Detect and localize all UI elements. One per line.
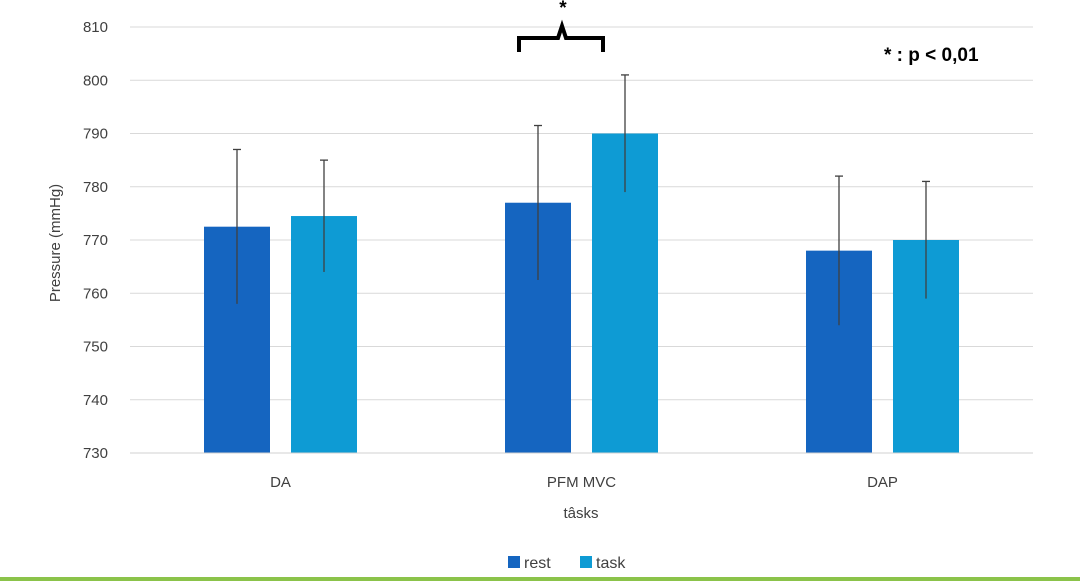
legend-label-rest: rest xyxy=(524,555,551,572)
y-tick-label: 740 xyxy=(83,392,108,409)
bars xyxy=(204,133,959,453)
significance-brace xyxy=(517,19,605,52)
y-tick-label: 770 xyxy=(83,232,108,249)
error-bars xyxy=(233,74,930,326)
x-tick-label: DAP xyxy=(867,474,898,491)
x-axis-ticks: DA PFM MVC DAP xyxy=(270,474,898,491)
y-tick-label: 810 xyxy=(83,19,108,36)
y-tick-label: 800 xyxy=(83,72,108,89)
significance-bracket: * xyxy=(517,0,605,52)
gridlines xyxy=(130,26,1033,401)
significance-asterisk: * xyxy=(559,0,567,19)
y-tick-label: 760 xyxy=(83,285,108,302)
y-tick-label: 730 xyxy=(83,445,108,462)
x-axis-title: tâsks xyxy=(563,505,598,522)
bottom-border xyxy=(0,577,1080,581)
legend: rest task xyxy=(508,555,626,572)
x-tick-label: PFM MVC xyxy=(547,474,616,491)
y-tick-label: 780 xyxy=(83,179,108,196)
legend-swatch-task xyxy=(580,556,592,568)
x-tick-label: DA xyxy=(270,474,291,491)
y-axis-title: Pressure (mmHg) xyxy=(47,184,64,302)
y-tick-label: 750 xyxy=(83,339,108,356)
y-axis-ticks: 730 740 750 760 770 780 790 800 810 xyxy=(83,19,108,462)
y-tick-label: 790 xyxy=(83,126,108,143)
legend-label-task: task xyxy=(596,555,626,572)
significance-note: * : p < 0,01 xyxy=(884,45,979,66)
legend-swatch-rest xyxy=(508,556,520,568)
